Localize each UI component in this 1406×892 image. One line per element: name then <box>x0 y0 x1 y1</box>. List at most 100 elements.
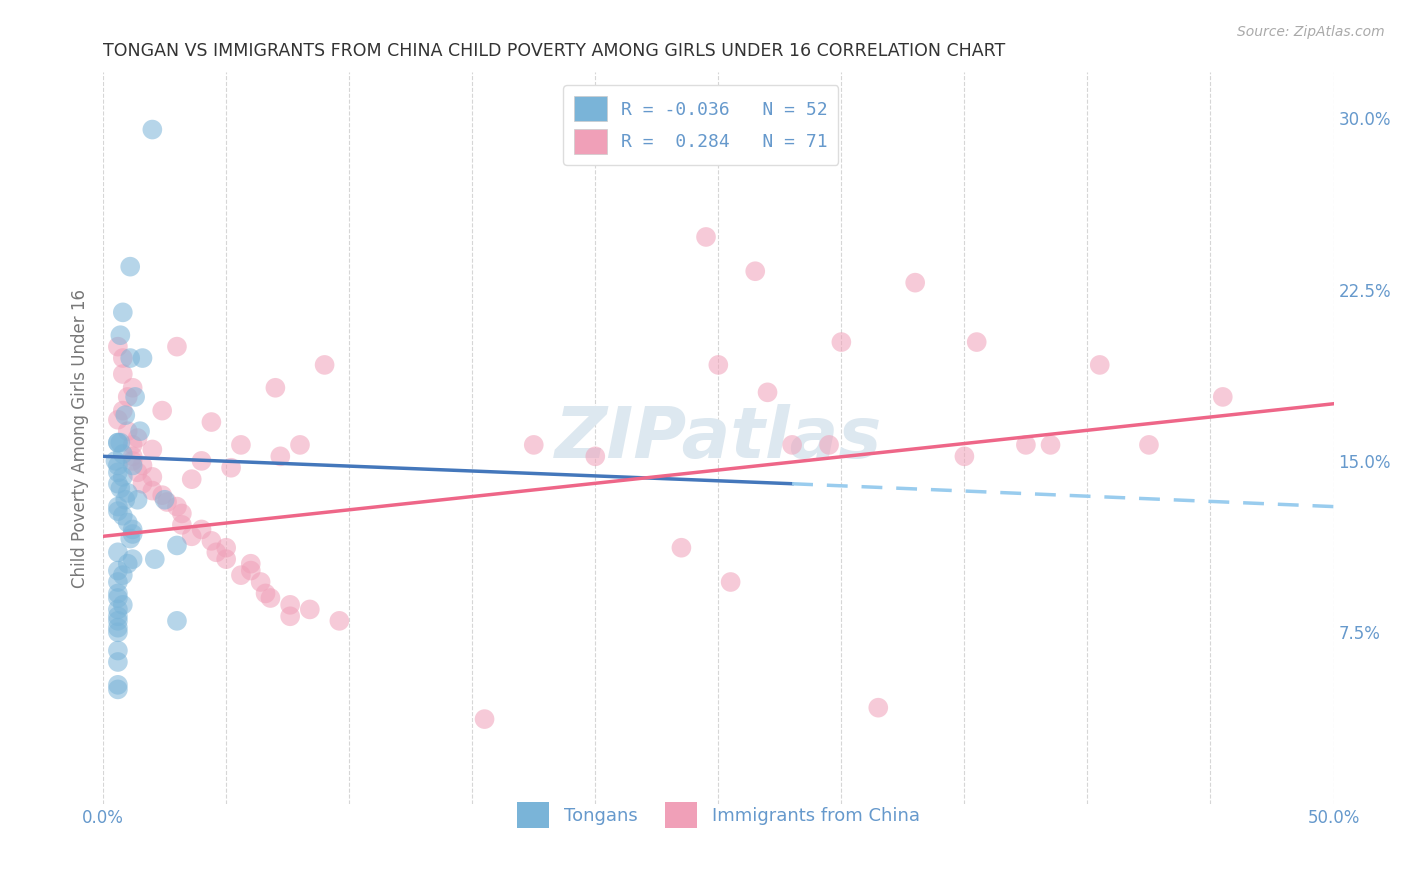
Point <box>127 492 149 507</box>
Point <box>110 328 132 343</box>
Point <box>107 413 129 427</box>
Point <box>107 435 129 450</box>
Point <box>314 358 336 372</box>
Point <box>180 472 202 486</box>
Point <box>780 438 803 452</box>
Point <box>1137 438 1160 452</box>
Point <box>170 517 193 532</box>
Point <box>229 568 252 582</box>
Point <box>966 334 988 349</box>
Point <box>117 516 139 530</box>
Point <box>121 552 143 566</box>
Point <box>868 700 890 714</box>
Point <box>117 557 139 571</box>
Point <box>129 424 152 438</box>
Point <box>143 552 166 566</box>
Point <box>114 408 136 422</box>
Point <box>120 351 142 365</box>
Point <box>107 591 129 605</box>
Point <box>120 532 142 546</box>
Point <box>150 403 173 417</box>
Point <box>111 508 134 523</box>
Point <box>107 678 129 692</box>
Point <box>830 334 852 349</box>
Point <box>111 305 134 319</box>
Legend: Tongans, Immigrants from China: Tongans, Immigrants from China <box>510 795 927 835</box>
Point <box>107 602 129 616</box>
Point <box>166 614 188 628</box>
Point <box>131 351 153 365</box>
Point <box>818 438 841 452</box>
Point <box>107 621 129 635</box>
Point <box>117 390 139 404</box>
Point <box>111 470 134 484</box>
Point <box>107 643 129 657</box>
Point <box>141 442 163 457</box>
Point <box>107 435 129 450</box>
Point <box>744 264 766 278</box>
Point <box>205 545 228 559</box>
Point <box>190 523 212 537</box>
Point <box>671 541 693 555</box>
Point <box>121 454 143 468</box>
Point <box>111 403 134 417</box>
Point <box>121 523 143 537</box>
Point <box>127 431 149 445</box>
Point <box>107 625 129 640</box>
Point <box>107 614 129 628</box>
Point <box>170 507 193 521</box>
Point <box>107 609 129 624</box>
Point <box>114 492 136 507</box>
Point <box>239 564 262 578</box>
Point <box>523 438 546 452</box>
Point <box>264 381 287 395</box>
Point <box>111 367 134 381</box>
Point <box>107 545 129 559</box>
Point <box>107 476 129 491</box>
Point <box>219 460 242 475</box>
Point <box>121 438 143 452</box>
Point <box>720 574 742 589</box>
Y-axis label: Child Poverty Among Girls Under 16: Child Poverty Among Girls Under 16 <box>72 288 89 588</box>
Point <box>1039 438 1062 452</box>
Point <box>110 481 132 495</box>
Point <box>150 488 173 502</box>
Point <box>229 438 252 452</box>
Point <box>269 450 291 464</box>
Point <box>117 486 139 500</box>
Point <box>127 466 149 480</box>
Point <box>111 447 134 461</box>
Point <box>131 476 153 491</box>
Point <box>121 450 143 464</box>
Point <box>121 381 143 395</box>
Point <box>107 500 129 514</box>
Point <box>259 591 281 605</box>
Point <box>200 415 222 429</box>
Point <box>200 533 222 548</box>
Point <box>153 492 176 507</box>
Point <box>1212 390 1234 404</box>
Text: Source: ZipAtlas.com: Source: ZipAtlas.com <box>1237 25 1385 39</box>
Point <box>110 435 132 450</box>
Point <box>166 500 188 514</box>
Point <box>107 564 129 578</box>
Point <box>1015 438 1038 452</box>
Point <box>904 276 927 290</box>
Point <box>131 458 153 473</box>
Point <box>121 527 143 541</box>
Point <box>111 598 134 612</box>
Point <box>254 586 277 600</box>
Point <box>215 552 238 566</box>
Point <box>107 682 129 697</box>
Point <box>117 424 139 438</box>
Point <box>107 504 129 518</box>
Point <box>111 351 134 365</box>
Point <box>474 712 496 726</box>
Point <box>141 470 163 484</box>
Point <box>111 568 134 582</box>
Point <box>107 458 129 473</box>
Point <box>583 450 606 464</box>
Point <box>695 230 717 244</box>
Point <box>107 574 129 589</box>
Point <box>141 122 163 136</box>
